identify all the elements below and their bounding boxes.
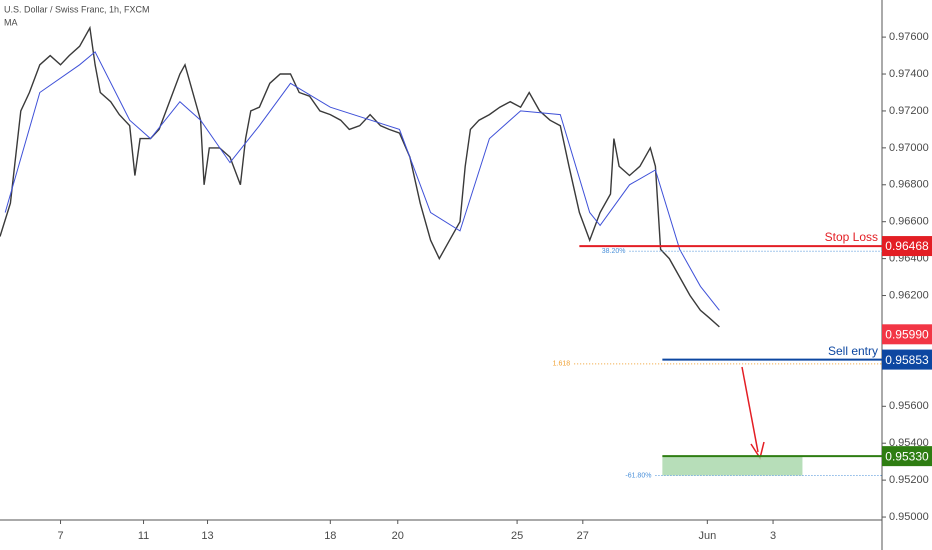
y-tick-label: 0.96600 bbox=[889, 216, 929, 228]
y-tick-label: 0.97400 bbox=[889, 68, 929, 80]
last-price-label: 0.95990 bbox=[885, 327, 929, 341]
y-tick-label: 0.95000 bbox=[889, 511, 929, 523]
x-tick-label: 18 bbox=[324, 530, 336, 542]
level-name: Sell entry bbox=[828, 344, 878, 358]
y-tick-label: 0.95600 bbox=[889, 400, 929, 412]
level-badge bbox=[882, 446, 932, 467]
target-zone bbox=[662, 456, 803, 476]
y-tick-label: 0.95400 bbox=[889, 437, 929, 449]
y-tick-label: 0.95200 bbox=[889, 474, 929, 486]
level-badge-label: 0.95330 bbox=[885, 449, 929, 463]
x-tick-label: 25 bbox=[511, 530, 523, 542]
x-tick-label: 13 bbox=[201, 530, 213, 542]
x-tick-label: 11 bbox=[138, 530, 149, 542]
last-price-badge bbox=[882, 324, 932, 345]
fib-label: -61.80% bbox=[625, 472, 651, 479]
y-tick-label: 0.96200 bbox=[889, 289, 929, 301]
y-tick-label: 0.97200 bbox=[889, 105, 929, 117]
x-tick-label: 7 bbox=[57, 530, 63, 542]
x-tick-label: 27 bbox=[577, 530, 589, 542]
chart-title: U.S. Dollar / Swiss Franc, 1h, FXCM bbox=[4, 4, 150, 14]
x-tick-label: 3 bbox=[770, 530, 776, 542]
level-badge-label: 0.96468 bbox=[885, 239, 929, 253]
level-badge bbox=[882, 349, 932, 370]
y-tick-label: 0.97600 bbox=[889, 31, 929, 43]
arrow-shaft bbox=[741, 366, 759, 453]
x-tick-label: 20 bbox=[392, 530, 404, 542]
y-tick-label: 0.97000 bbox=[889, 142, 929, 154]
y-tick-label: 0.96800 bbox=[889, 179, 929, 191]
level-badge-label: 0.95853 bbox=[885, 353, 929, 367]
level-name: Stop Loss bbox=[825, 230, 878, 244]
level-badge bbox=[882, 236, 932, 257]
fib-label: 38.20% bbox=[602, 248, 626, 255]
fib-label: 1.618 bbox=[553, 361, 571, 368]
price-line bbox=[0, 25, 720, 328]
indicator-label: MA bbox=[4, 17, 18, 27]
price-line bbox=[4, 51, 720, 311]
x-tick-label: Jun bbox=[698, 530, 716, 542]
